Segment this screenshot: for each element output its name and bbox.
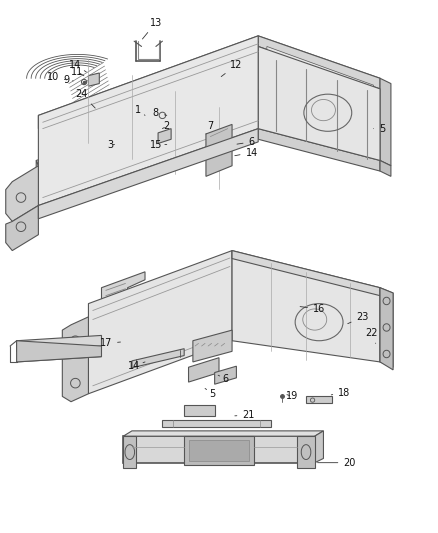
Polygon shape [184, 406, 215, 416]
Polygon shape [258, 46, 380, 160]
Polygon shape [102, 272, 145, 314]
Text: 10: 10 [46, 71, 67, 82]
Text: 24: 24 [76, 89, 95, 108]
Polygon shape [184, 436, 254, 465]
Polygon shape [6, 206, 39, 251]
Text: 23: 23 [348, 312, 369, 324]
Polygon shape [132, 349, 184, 368]
Polygon shape [258, 128, 380, 171]
Text: 19: 19 [286, 391, 298, 401]
Polygon shape [123, 436, 315, 463]
Text: 16: 16 [300, 304, 325, 314]
Polygon shape [380, 160, 391, 176]
Polygon shape [258, 36, 380, 89]
Text: 18: 18 [331, 387, 350, 398]
Polygon shape [232, 251, 380, 362]
Polygon shape [36, 89, 260, 166]
Polygon shape [188, 440, 250, 461]
Polygon shape [162, 420, 271, 426]
Text: 21: 21 [235, 410, 255, 420]
Polygon shape [123, 431, 323, 436]
Text: 8: 8 [153, 108, 167, 118]
Polygon shape [267, 46, 374, 94]
Text: 15: 15 [150, 140, 167, 150]
Text: 3: 3 [107, 140, 115, 150]
Text: 20: 20 [318, 458, 356, 467]
Polygon shape [39, 128, 258, 219]
Polygon shape [306, 397, 332, 403]
Text: 14: 14 [128, 361, 145, 371]
Text: 7: 7 [206, 121, 213, 134]
Polygon shape [380, 288, 393, 367]
Polygon shape [36, 160, 39, 176]
Text: 11: 11 [71, 67, 84, 77]
Text: 9: 9 [64, 75, 73, 85]
Polygon shape [88, 251, 232, 394]
Polygon shape [297, 436, 315, 468]
Text: 12: 12 [221, 60, 243, 77]
Text: 14: 14 [69, 60, 86, 72]
Polygon shape [62, 317, 88, 402]
Polygon shape [380, 288, 393, 370]
Polygon shape [380, 78, 391, 166]
Polygon shape [88, 73, 99, 86]
Polygon shape [188, 358, 219, 382]
Polygon shape [123, 436, 136, 468]
Text: 6: 6 [218, 374, 229, 384]
Polygon shape [6, 166, 39, 221]
Polygon shape [17, 335, 102, 351]
Text: 5: 5 [374, 124, 385, 134]
Text: 6: 6 [237, 137, 255, 147]
Text: 2: 2 [162, 121, 170, 131]
Polygon shape [158, 128, 171, 143]
Text: 22: 22 [365, 328, 378, 343]
Polygon shape [39, 36, 258, 206]
Polygon shape [17, 341, 102, 362]
Text: 17: 17 [100, 338, 120, 349]
Text: 14: 14 [235, 148, 258, 158]
Text: 5: 5 [205, 389, 215, 399]
Polygon shape [315, 431, 323, 463]
Polygon shape [215, 366, 237, 384]
Polygon shape [39, 36, 380, 128]
Polygon shape [232, 251, 380, 296]
Text: 13: 13 [142, 18, 162, 39]
Text: 1: 1 [135, 105, 145, 115]
Polygon shape [193, 330, 232, 362]
Polygon shape [206, 124, 232, 176]
